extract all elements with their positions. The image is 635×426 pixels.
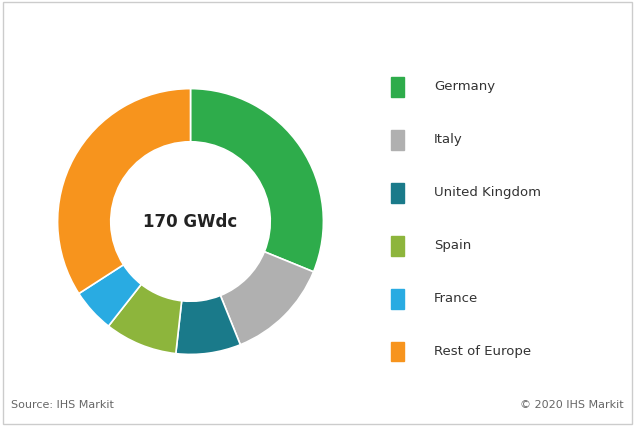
Text: Germany: Germany xyxy=(434,81,495,93)
Bar xyxy=(391,236,404,256)
Wedge shape xyxy=(220,252,314,345)
Text: © 2020 IHS Markit: © 2020 IHS Markit xyxy=(520,400,624,410)
Text: Italy: Italy xyxy=(434,133,463,147)
Bar xyxy=(391,183,404,203)
Wedge shape xyxy=(109,284,182,354)
Text: Rest of Europe: Rest of Europe xyxy=(434,345,531,358)
Text: 170 GWdc: 170 GWdc xyxy=(144,213,237,230)
Bar xyxy=(391,77,404,97)
Text: Spain: Spain xyxy=(434,239,471,252)
Wedge shape xyxy=(79,265,141,326)
Bar xyxy=(391,289,404,308)
Wedge shape xyxy=(58,89,190,294)
Wedge shape xyxy=(190,89,323,272)
Text: Europe cumulative PV installed capacity 2020: Europe cumulative PV installed capacity … xyxy=(11,20,440,38)
Bar xyxy=(391,130,404,150)
Bar xyxy=(391,342,404,362)
Text: Source: IHS Markit: Source: IHS Markit xyxy=(11,400,114,410)
Wedge shape xyxy=(176,296,240,354)
Text: United Kingdom: United Kingdom xyxy=(434,186,541,199)
Text: France: France xyxy=(434,292,478,305)
